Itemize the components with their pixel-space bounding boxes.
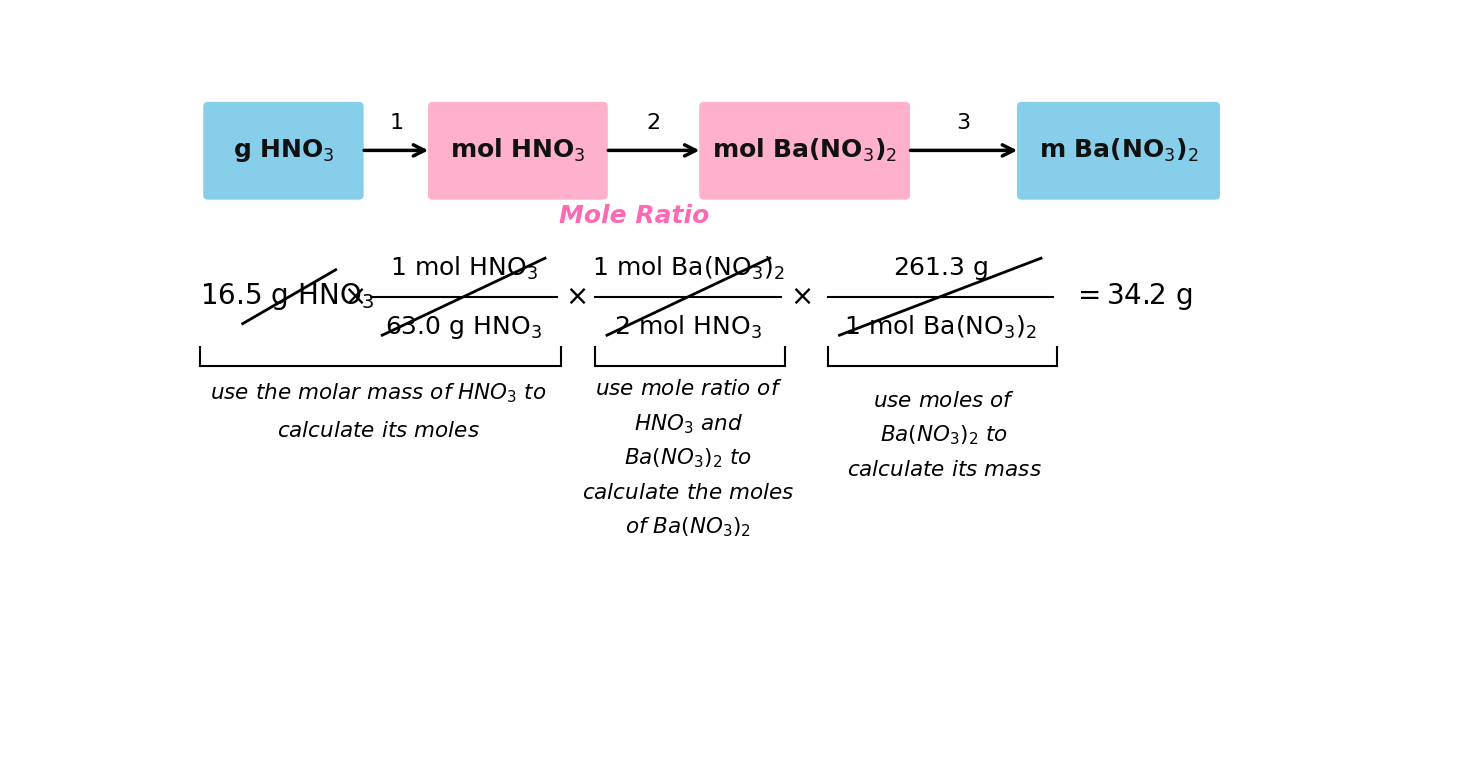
Text: $\mathit{HNO_3\ and}$: $\mathit{HNO_3\ and}$: [634, 412, 743, 435]
FancyBboxPatch shape: [699, 102, 910, 200]
Text: $\times$: $\times$: [790, 283, 811, 310]
Text: $= 34.2\ \mathrm{g}$: $= 34.2\ \mathrm{g}$: [1072, 281, 1192, 312]
Text: $\times$: $\times$: [343, 283, 365, 310]
Text: 2: 2: [647, 113, 660, 134]
Text: $1\ \mathrm{mol\ Ba(NO_3)_2}$: $1\ \mathrm{mol\ Ba(NO_3)_2}$: [592, 255, 784, 282]
FancyBboxPatch shape: [1018, 102, 1220, 200]
Text: $\mathit{calculate\ its\ mass}$: $\mathit{calculate\ its\ mass}$: [846, 460, 1041, 480]
Text: Mole Ratio: Mole Ratio: [558, 204, 709, 228]
Text: $63.0\ \mathrm{g\ HNO_3}$: $63.0\ \mathrm{g\ HNO_3}$: [385, 314, 542, 341]
Text: 3: 3: [957, 113, 970, 134]
Text: $\mathit{of\ Ba(NO_3)_2}$: $\mathit{of\ Ba(NO_3)_2}$: [625, 516, 752, 540]
Text: $\mathit{use\ moles\ of}$: $\mathit{use\ moles\ of}$: [873, 391, 1015, 411]
Text: $\mathit{Ba(NO_3)_2\ to}$: $\mathit{Ba(NO_3)_2\ to}$: [880, 424, 1007, 447]
Text: $\mathit{Ba(NO_3)_2\ to}$: $\mathit{Ba(NO_3)_2\ to}$: [625, 446, 752, 470]
Text: m Ba(NO$_3$)$_2$: m Ba(NO$_3$)$_2$: [1038, 137, 1198, 164]
Text: 1: 1: [388, 113, 403, 134]
Text: $\mathit{calculate\ the\ moles}$: $\mathit{calculate\ the\ moles}$: [582, 483, 795, 503]
Text: mol HNO$_3$: mol HNO$_3$: [450, 137, 586, 164]
Text: $1\ \mathrm{mol\ Ba(NO_3)_2}$: $1\ \mathrm{mol\ Ba(NO_3)_2}$: [843, 314, 1037, 341]
Text: $2\ \mathrm{mol\ HNO_3}$: $2\ \mathrm{mol\ HNO_3}$: [614, 314, 762, 341]
FancyBboxPatch shape: [204, 102, 363, 200]
Text: $\mathit{use\ mole\ ratio\ of}$: $\mathit{use\ mole\ ratio\ of}$: [595, 379, 781, 399]
Text: g HNO$_3$: g HNO$_3$: [232, 137, 334, 164]
Text: $261.3\ \mathrm{g}$: $261.3\ \mathrm{g}$: [892, 255, 988, 282]
Text: $16.5\ \mathrm{g\ HNO_3}$: $16.5\ \mathrm{g\ HNO_3}$: [199, 281, 374, 312]
Text: mol Ba(NO$_3$)$_2$: mol Ba(NO$_3$)$_2$: [712, 137, 897, 164]
Text: $\mathit{use\ the\ molar\ mass\ of\ HNO_3\ to}$: $\mathit{use\ the\ molar\ mass\ of\ HNO_…: [210, 381, 546, 405]
Text: $\times$: $\times$: [566, 283, 586, 310]
Text: $\mathit{calculate\ its\ moles}$: $\mathit{calculate\ its\ moles}$: [278, 422, 480, 442]
Text: $1\ \mathrm{mol\ HNO_3}$: $1\ \mathrm{mol\ HNO_3}$: [390, 255, 538, 282]
FancyBboxPatch shape: [428, 102, 607, 200]
